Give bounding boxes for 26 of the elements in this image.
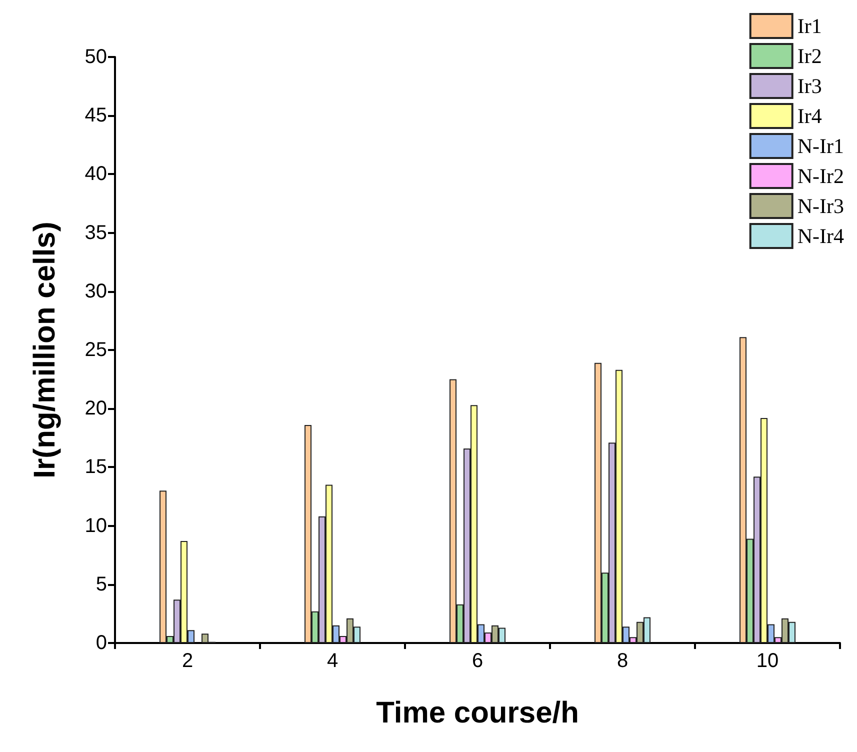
- x-tick-label: 8: [616, 650, 628, 672]
- y-tick-label: 20: [84, 398, 107, 420]
- x-tick-label: 2: [182, 650, 194, 672]
- legend-label: N-Ir2: [797, 164, 844, 188]
- y-tick-label: 45: [84, 104, 107, 127]
- legend-label: Ir2: [797, 44, 822, 68]
- legend-label: N-Ir3: [797, 194, 844, 218]
- legend-label: N-Ir4: [797, 224, 844, 248]
- legend-label: Ir4: [797, 104, 822, 128]
- y-tick-label: 35: [84, 222, 107, 244]
- y-tick-label: 15: [84, 456, 107, 478]
- y-tick-label: 30: [84, 280, 107, 302]
- x-tick-label: 4: [326, 650, 338, 672]
- legend-label: N-Ir1: [797, 134, 844, 158]
- x-tick-label: 6: [472, 650, 484, 672]
- legend-label: Ir3: [797, 74, 822, 98]
- x-tick-label: 10: [756, 650, 779, 672]
- y-tick-label: 0: [96, 632, 107, 654]
- y-tick-label: 5: [96, 573, 107, 596]
- y-tick-label: 10: [84, 514, 107, 537]
- y-tick-label: 40: [84, 163, 107, 186]
- y-axis-title: Ir(ng/million cells): [28, 222, 62, 478]
- y-tick-label: 25: [84, 339, 107, 361]
- x-axis-title: Time course/h: [376, 696, 579, 730]
- y-tick-label: 50: [84, 46, 107, 68]
- legend-label: Ir1: [797, 14, 822, 38]
